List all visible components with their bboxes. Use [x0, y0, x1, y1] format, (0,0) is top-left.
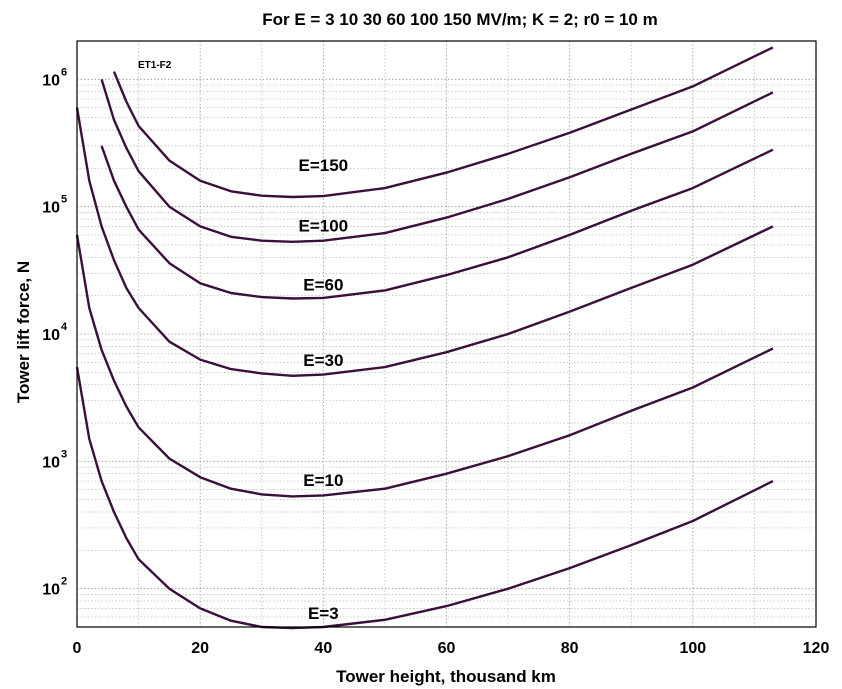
- series-line: [75, 234, 774, 498]
- y-tick-exponent: 2: [61, 576, 67, 588]
- y-tick-label: 10: [42, 200, 60, 217]
- y-tick-exponent: 3: [61, 448, 67, 460]
- chart-title: For E = 3 10 30 60 100 150 MV/m; K = 2; …: [262, 10, 657, 29]
- y-tick-exponent: 6: [61, 66, 67, 78]
- plot-frame: [76, 40, 817, 628]
- curve-labels: E=3 E=10 E=30 E=60 E=100 E=150: [299, 156, 349, 623]
- y-axis-label: Tower lift force, N: [14, 261, 33, 403]
- curve-label: E=3: [308, 604, 339, 623]
- figure-tag: ET1-F2: [138, 60, 172, 71]
- plot-lines: [75, 46, 774, 630]
- x-tick-label: 120: [803, 640, 830, 657]
- series-line: [75, 107, 774, 377]
- series-line: [100, 145, 774, 300]
- series-line: [100, 78, 774, 243]
- y-tick-label: 10: [42, 582, 60, 599]
- curve-label: E=30: [303, 351, 343, 370]
- curve-label: E=100: [299, 216, 349, 235]
- y-tick-exponent: 5: [61, 194, 67, 206]
- x-tick-label: 20: [191, 640, 209, 657]
- curve-label: E=60: [303, 275, 343, 294]
- x-tick-label: 40: [314, 640, 332, 657]
- y-tick-label: 10: [42, 454, 60, 471]
- y-tick-label: 10: [42, 72, 60, 89]
- grid: [77, 40, 816, 628]
- curve-label: E=150: [299, 156, 349, 175]
- x-axis-label: Tower height, thousand km: [336, 667, 556, 686]
- x-tick-label: 80: [561, 640, 579, 657]
- x-tick-label: 60: [438, 640, 456, 657]
- y-tick-label: 10: [42, 327, 60, 344]
- y-tick-exponent: 4: [61, 321, 68, 333]
- curve-label: E=10: [303, 471, 343, 490]
- x-tick-label: 100: [679, 640, 706, 657]
- series-line: [112, 46, 774, 199]
- x-tick-label: 0: [73, 640, 82, 657]
